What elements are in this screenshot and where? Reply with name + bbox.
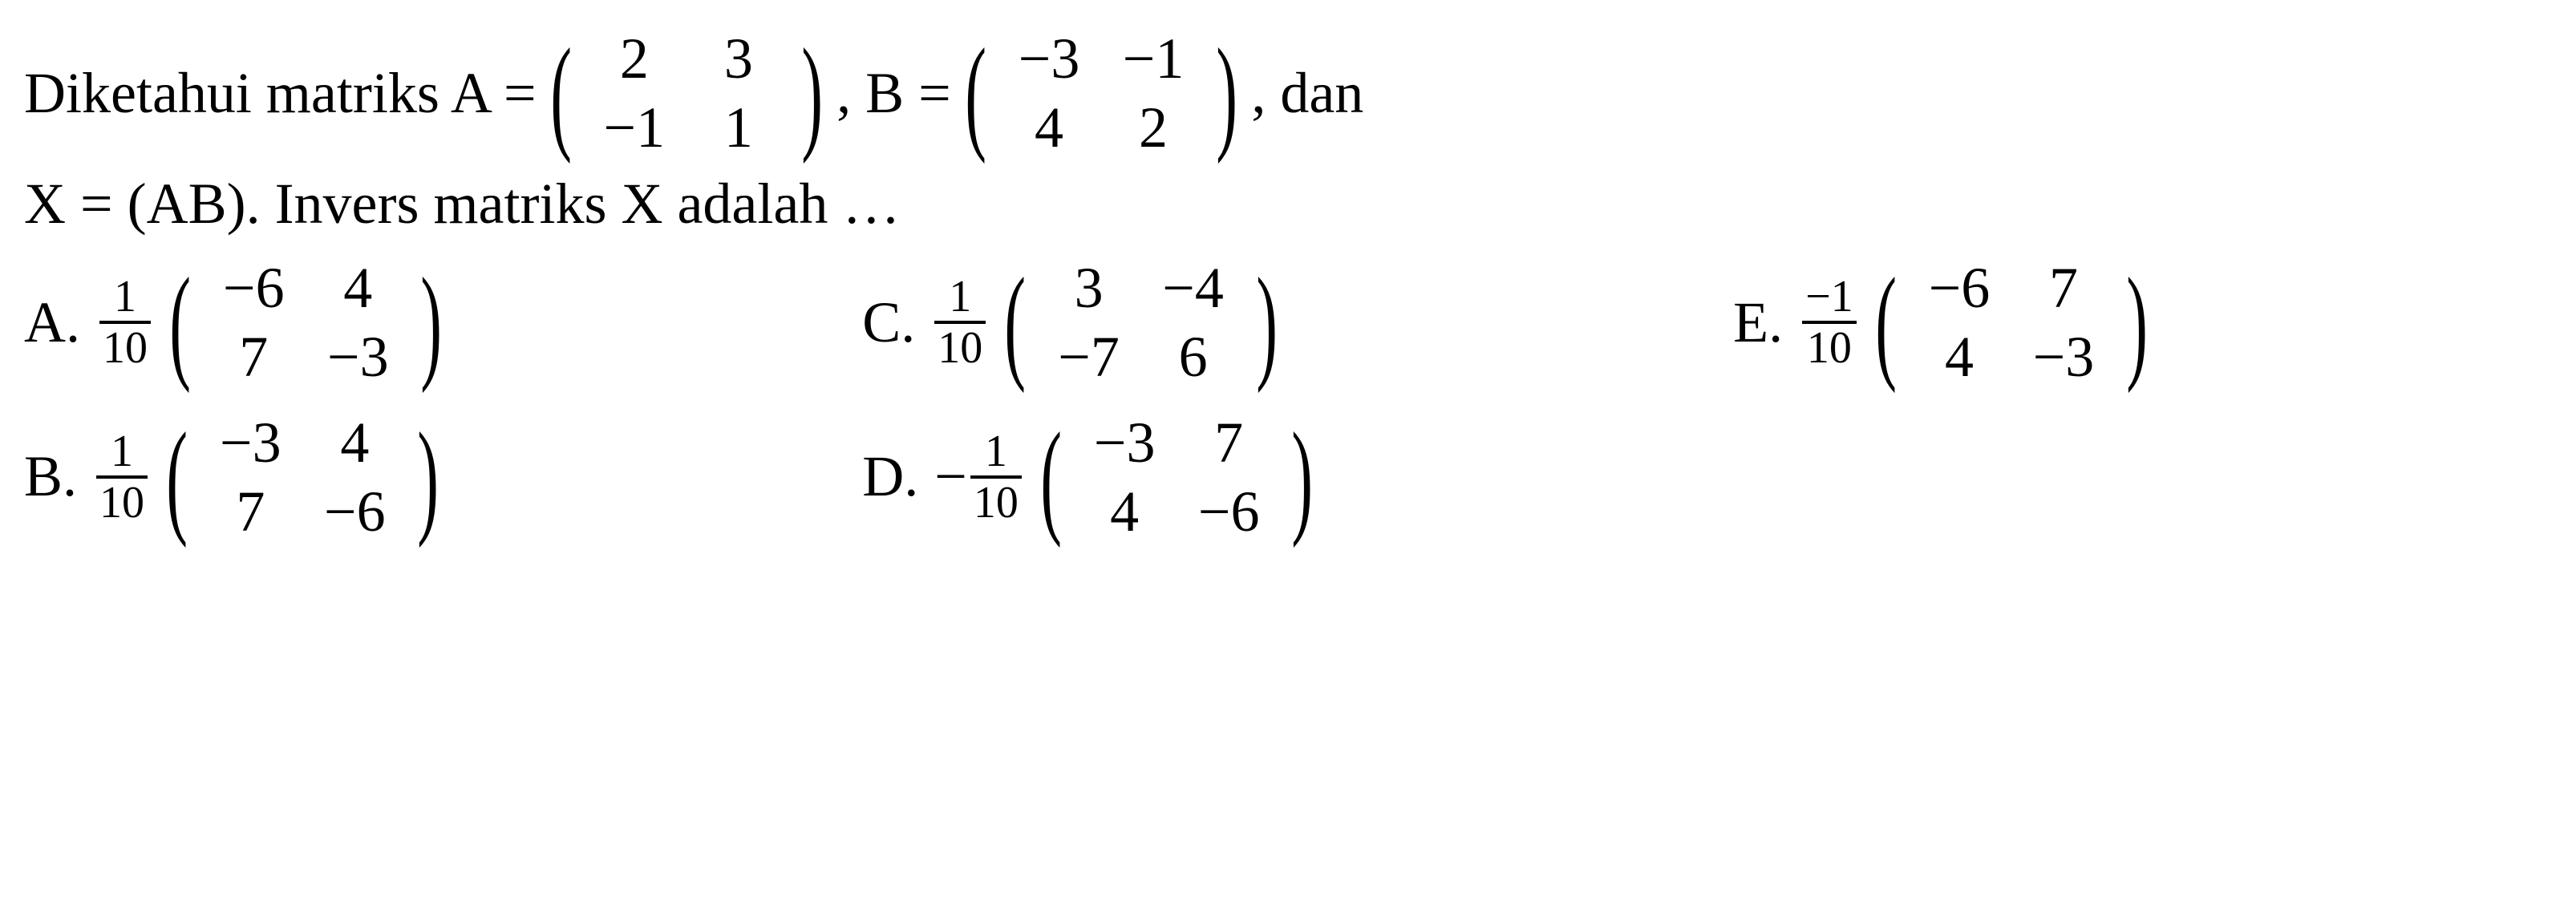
fraction: −1 10 xyxy=(1802,273,1857,372)
matrix-cell: −1 xyxy=(1101,24,1205,93)
matrix-cell: −3 xyxy=(1072,408,1177,477)
matrix-cell: −6 xyxy=(201,253,306,322)
matrix-cell: −6 xyxy=(1907,253,2011,322)
matrix-A: ( 2 3 −1 1 ) xyxy=(540,24,834,163)
matrix-cell: −3 xyxy=(306,322,410,391)
option-label: B. xyxy=(24,443,77,510)
math-problem: Diketahui matriks A = ( 2 3 −1 1 ) , B =… xyxy=(24,24,2552,546)
fraction: 1 10 xyxy=(99,273,151,372)
fraction-denominator: 10 xyxy=(99,324,151,372)
matrix-cell: 7 xyxy=(2011,253,2116,322)
fraction-numerator: 1 xyxy=(107,427,136,475)
right-paren-icon: ) xyxy=(421,271,443,374)
matrix-B: ( −3 −1 4 2 ) xyxy=(954,24,1249,163)
matrix-cell: 4 xyxy=(302,408,407,477)
matrix-cell: −7 xyxy=(1037,322,1141,391)
problem-line-1: Diketahui matriks A = ( 2 3 −1 1 ) , B =… xyxy=(24,24,2552,163)
left-paren-icon: ( xyxy=(1040,426,1062,528)
option-matrix: ( −3 7 4 −6 ) xyxy=(1030,408,1324,547)
text-part1: Diketahui matriks A = xyxy=(24,60,537,127)
right-paren-icon: ) xyxy=(2126,271,2148,374)
matrix-cell: 3 xyxy=(1037,253,1141,322)
fraction-denominator: 10 xyxy=(1804,324,1855,372)
matrix-cell: 7 xyxy=(201,322,306,391)
matrix-cell: −6 xyxy=(1177,477,1281,546)
matrix-cell: 3 xyxy=(687,24,791,93)
matrix-cell: 2 xyxy=(582,24,687,93)
option-matrix: ( −6 7 4 −3 ) xyxy=(1865,253,2159,392)
option-label: D. xyxy=(862,443,918,510)
option-label: C. xyxy=(862,289,915,356)
matrix-cell: −1 xyxy=(582,93,687,162)
answer-options: A. 1 10 ( −6 4 7 −3 ) xyxy=(24,253,2552,547)
left-paren-icon: ( xyxy=(166,426,188,528)
fraction: 1 10 xyxy=(934,273,986,372)
fraction-numerator: 1 xyxy=(946,273,974,321)
left-paren-icon: ( xyxy=(1875,271,1897,374)
matrix-cell: −6 xyxy=(302,477,407,546)
matrix-cell: 4 xyxy=(1907,322,2011,391)
matrix-cell: −3 xyxy=(198,408,302,477)
matrix-cell: −4 xyxy=(1141,253,1245,322)
fraction-numerator: 1 xyxy=(982,427,1011,475)
fraction-numerator: −1 xyxy=(1802,273,1857,321)
matrix-cell: 4 xyxy=(1072,477,1177,546)
right-paren-icon: ) xyxy=(1256,271,1278,374)
option-matrix: ( −6 4 7 −3 ) xyxy=(159,253,453,392)
problem-line-2: X = (AB). Invers matriks X adalah … xyxy=(24,171,2552,237)
option-matrix: ( −3 4 7 −6 ) xyxy=(156,408,450,547)
matrix-cell: 2 xyxy=(1101,93,1205,162)
fraction-numerator: 1 xyxy=(111,273,140,321)
option-C: C. 1 10 ( 3 −4 −7 6 ) xyxy=(862,253,1717,392)
left-paren-icon: ( xyxy=(1005,271,1027,374)
neg-sign: − xyxy=(934,443,967,510)
fraction-denominator: 10 xyxy=(96,479,148,527)
right-paren-icon: ) xyxy=(418,426,439,528)
matrix-cell: −3 xyxy=(997,24,1101,93)
option-label: A. xyxy=(24,289,80,356)
option-D: D. − 1 10 ( −3 7 4 −6 xyxy=(862,408,1717,547)
fraction: 1 10 xyxy=(96,427,148,527)
matrix-cell: 1 xyxy=(687,93,791,162)
left-paren-icon: ( xyxy=(550,42,572,144)
left-paren-icon: ( xyxy=(965,42,986,144)
matrix-cell: 4 xyxy=(997,93,1101,162)
option-E: E. −1 10 ( −6 7 4 −3 xyxy=(1733,253,2552,392)
right-paren-icon: ) xyxy=(801,42,823,144)
option-B: B. 1 10 ( −3 4 7 −6 ) xyxy=(24,408,846,547)
fraction-denominator: 10 xyxy=(970,479,1022,527)
matrix-cell: 7 xyxy=(198,477,302,546)
right-paren-icon: ) xyxy=(1216,42,1237,144)
matrix-cell: −3 xyxy=(2011,322,2116,391)
option-matrix: ( 3 −4 −7 6 ) xyxy=(994,253,1288,392)
option-label: E. xyxy=(1733,289,1783,356)
left-paren-icon: ( xyxy=(169,271,191,374)
option-A: A. 1 10 ( −6 4 7 −3 ) xyxy=(24,253,846,392)
matrix-cell: 6 xyxy=(1141,322,1245,391)
matrix-cell: 4 xyxy=(306,253,410,322)
fraction-denominator: 10 xyxy=(934,324,986,372)
matrix-cell: 7 xyxy=(1177,408,1281,477)
text-line2: X = (AB). Invers matriks X adalah … xyxy=(24,171,900,237)
fraction: 1 10 xyxy=(970,427,1022,527)
text-part3: , dan xyxy=(1251,60,1363,127)
right-paren-icon: ) xyxy=(1291,426,1313,528)
text-part2: , B = xyxy=(836,60,951,127)
